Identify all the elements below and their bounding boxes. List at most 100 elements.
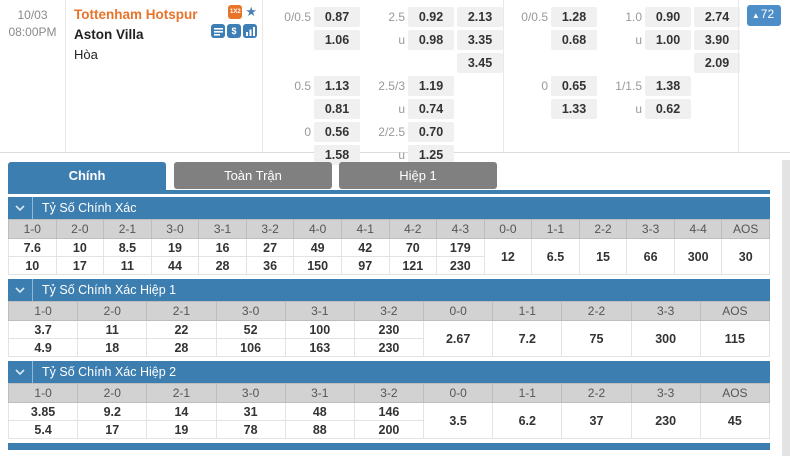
handicap-away-odds[interactable]: 1.06	[314, 30, 360, 50]
score-odds-cell[interactable]: 88	[284, 420, 355, 439]
odds-1x2-icon[interactable]: 1X2	[228, 5, 243, 19]
away-team-name[interactable]: Aston Villa	[74, 27, 144, 42]
collapse-chevron-icon[interactable]	[8, 197, 33, 219]
score-odds-cell[interactable]: 52	[215, 320, 286, 339]
score-odds-cell[interactable]: 106	[215, 338, 286, 357]
handicap-away-odds[interactable]: 0.81	[314, 99, 360, 119]
score-odds-cell[interactable]: 18	[77, 338, 148, 357]
score-odds-cell[interactable]: 230	[630, 402, 701, 439]
score-odds-cell[interactable]: 31	[215, 402, 286, 421]
score-odds-cell[interactable]: 6.2	[492, 402, 563, 439]
score-odds-cell[interactable]: 3.85	[7, 402, 79, 421]
score-odds-cell[interactable]: 49	[293, 238, 342, 257]
score-odds-cell[interactable]: 17	[77, 420, 148, 439]
handicap-home-odds[interactable]: 0.87	[314, 7, 360, 27]
over-odds[interactable]: 1.38	[645, 76, 691, 96]
1x2-draw-odds[interactable]: 3.90	[694, 30, 740, 50]
more-markets-badge[interactable]: ▲72	[746, 5, 782, 26]
stats-icon[interactable]	[243, 24, 257, 38]
tab-toan-tran[interactable]: Toàn Trận	[174, 162, 332, 189]
score-odds-cell[interactable]: 11	[103, 256, 152, 275]
score-odds-cell[interactable]: 19	[150, 238, 200, 257]
tab-hiep-1[interactable]: Hiệp 1	[339, 162, 497, 189]
under-odds[interactable]: 0.98	[408, 30, 454, 50]
score-odds-cell[interactable]: 42	[340, 238, 390, 257]
score-odds-cell[interactable]: 3.7	[7, 320, 79, 339]
score-odds-cell[interactable]: 146	[353, 402, 425, 421]
score-odds-cell[interactable]: 230	[436, 256, 485, 275]
1x2-home-odds[interactable]: 2.13	[457, 7, 503, 27]
score-odds-cell[interactable]: 19	[146, 420, 217, 439]
lineup-icon[interactable]	[211, 24, 225, 38]
collapse-chevron-icon[interactable]	[8, 361, 33, 383]
score-odds-cell[interactable]: 7.2	[492, 320, 563, 357]
handicap-away-odds[interactable]: 0.68	[551, 30, 597, 50]
handicap-away-odds[interactable]: 1.58	[314, 145, 360, 165]
score-odds-cell[interactable]: 97	[340, 256, 390, 275]
handicap-home-odds[interactable]: 0.56	[314, 122, 360, 142]
over-odds[interactable]: 0.90	[645, 7, 691, 27]
score-odds-cell[interactable]: 14	[146, 402, 217, 421]
score-odds-cell[interactable]: 3.5	[423, 402, 494, 439]
home-team-name[interactable]: Tottenham Hotspur	[74, 7, 198, 22]
score-odds-cell[interactable]: 121	[388, 256, 438, 275]
score-odds-cell[interactable]: 28	[198, 256, 247, 275]
score-odds-cell[interactable]: 115	[699, 320, 771, 357]
score-odds-cell[interactable]: 7.6	[8, 238, 57, 257]
score-odds-cell[interactable]: 36	[245, 256, 295, 275]
score-odds-cell[interactable]: 27	[245, 238, 295, 257]
over-odds[interactable]: 0.92	[408, 7, 454, 27]
score-odds-cell[interactable]: 75	[561, 320, 632, 357]
tab-chinh[interactable]: Chính	[8, 162, 166, 190]
score-odds-cell[interactable]: 17	[55, 256, 105, 275]
score-odds-cell[interactable]: 10	[55, 238, 105, 257]
favorite-star-icon[interactable]: ★	[245, 4, 257, 19]
1x2-home-odds[interactable]: 2.74	[694, 7, 740, 27]
under-odds[interactable]: 1.25	[408, 145, 454, 165]
score-odds-cell[interactable]: 22	[146, 320, 217, 339]
under-odds[interactable]: 0.62	[645, 99, 691, 119]
score-odds-cell[interactable]: 300	[630, 320, 701, 357]
money-icon[interactable]: $	[227, 24, 241, 38]
handicap-home-odds[interactable]: 1.13	[314, 76, 360, 96]
score-odds-cell[interactable]: 48	[284, 402, 355, 421]
score-odds-cell[interactable]: 16	[198, 238, 247, 257]
score-odds-cell[interactable]: 10	[8, 256, 57, 275]
score-odds-cell[interactable]: 11	[77, 320, 148, 339]
under-odds[interactable]: 0.74	[408, 99, 454, 119]
score-odds-cell[interactable]: 15	[578, 238, 628, 275]
over-odds[interactable]: 1.19	[408, 76, 454, 96]
score-odds-cell[interactable]: 6.5	[531, 238, 580, 275]
score-odds-cell[interactable]: 5.4	[7, 420, 79, 439]
handicap-home-odds[interactable]: 1.28	[551, 7, 597, 27]
score-odds-cell[interactable]: 9.2	[77, 402, 148, 421]
score-odds-cell[interactable]: 179	[436, 238, 485, 257]
score-odds-cell[interactable]: 200	[353, 420, 425, 439]
score-odds-cell[interactable]: 163	[284, 338, 355, 357]
score-odds-cell[interactable]: 37	[561, 402, 632, 439]
score-odds-cell[interactable]: 44	[150, 256, 200, 275]
score-odds-cell[interactable]: 45	[699, 402, 771, 439]
scrollbar-track[interactable]	[782, 160, 790, 456]
score-odds-cell[interactable]: 12	[483, 238, 533, 275]
1x2-draw-odds[interactable]: 3.35	[457, 30, 503, 50]
score-odds-cell[interactable]: 70	[388, 238, 438, 257]
score-odds-cell[interactable]: 8.5	[103, 238, 152, 257]
1x2-away-odds[interactable]: 3.45	[457, 53, 503, 73]
score-odds-cell[interactable]: 230	[353, 338, 425, 357]
1x2-away-odds[interactable]: 2.09	[694, 53, 740, 73]
handicap-away-odds[interactable]: 1.33	[551, 99, 597, 119]
handicap-home-odds[interactable]: 0.65	[551, 76, 597, 96]
score-odds-cell[interactable]: 300	[673, 238, 723, 275]
score-odds-cell[interactable]: 2.67	[423, 320, 494, 357]
score-odds-cell[interactable]: 4.9	[7, 338, 79, 357]
collapse-chevron-icon[interactable]	[8, 279, 33, 301]
score-odds-cell[interactable]: 30	[721, 238, 770, 275]
over-odds[interactable]: 0.70	[408, 122, 454, 142]
score-odds-cell[interactable]: 100	[284, 320, 355, 339]
score-odds-cell[interactable]: 28	[146, 338, 217, 357]
score-odds-cell[interactable]: 66	[626, 238, 675, 275]
under-odds[interactable]: 1.00	[645, 30, 691, 50]
score-odds-cell[interactable]: 78	[215, 420, 286, 439]
score-odds-cell[interactable]: 230	[353, 320, 425, 339]
